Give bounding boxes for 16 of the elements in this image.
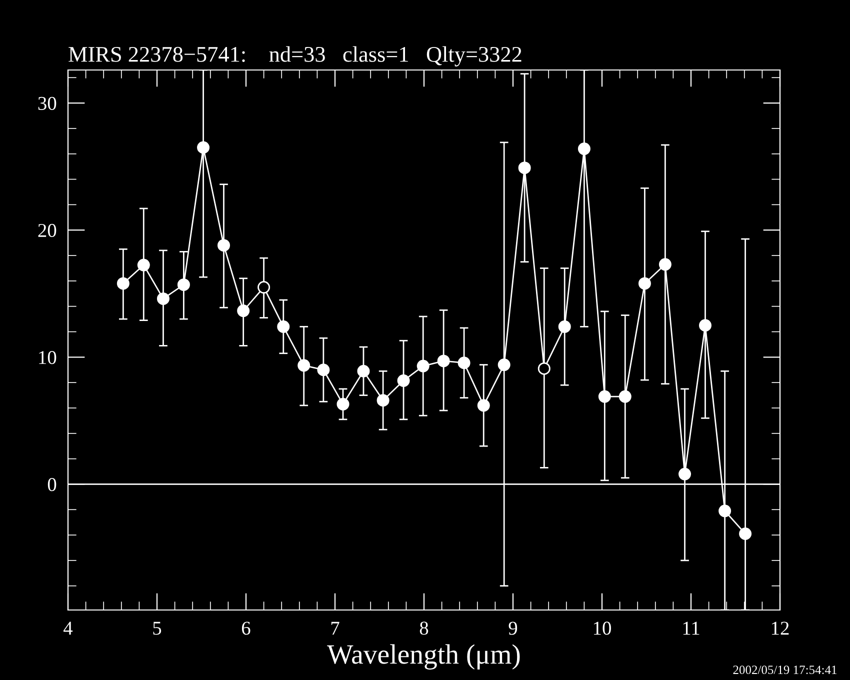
x-tick-label: 12: [772, 622, 789, 635]
text: 2002/05/19 17:54:41: [733, 666, 836, 674]
y-tick-label: 0: [48, 478, 56, 492]
x-tick-label: 7: [331, 622, 340, 635]
x-axis-title: Wavelength (μm): [327, 644, 520, 670]
y-tick-label: 10: [39, 350, 56, 364]
x-tick-label: 8: [420, 622, 428, 635]
y-tick-label: 30: [38, 96, 56, 110]
x-tick-label: 10: [594, 622, 611, 635]
x-tick-label: 11: [683, 622, 700, 635]
x-tick-label: 4: [64, 622, 73, 635]
x-tick-label: 5: [153, 622, 162, 635]
x-tick-label: 6: [242, 622, 250, 635]
y-tick-label: 20: [38, 224, 56, 238]
x-tick-label: 9: [508, 622, 518, 635]
chart-title: MIRS 22378−5741: nd=33 class=1 Qlty=3322: [68, 46, 522, 66]
